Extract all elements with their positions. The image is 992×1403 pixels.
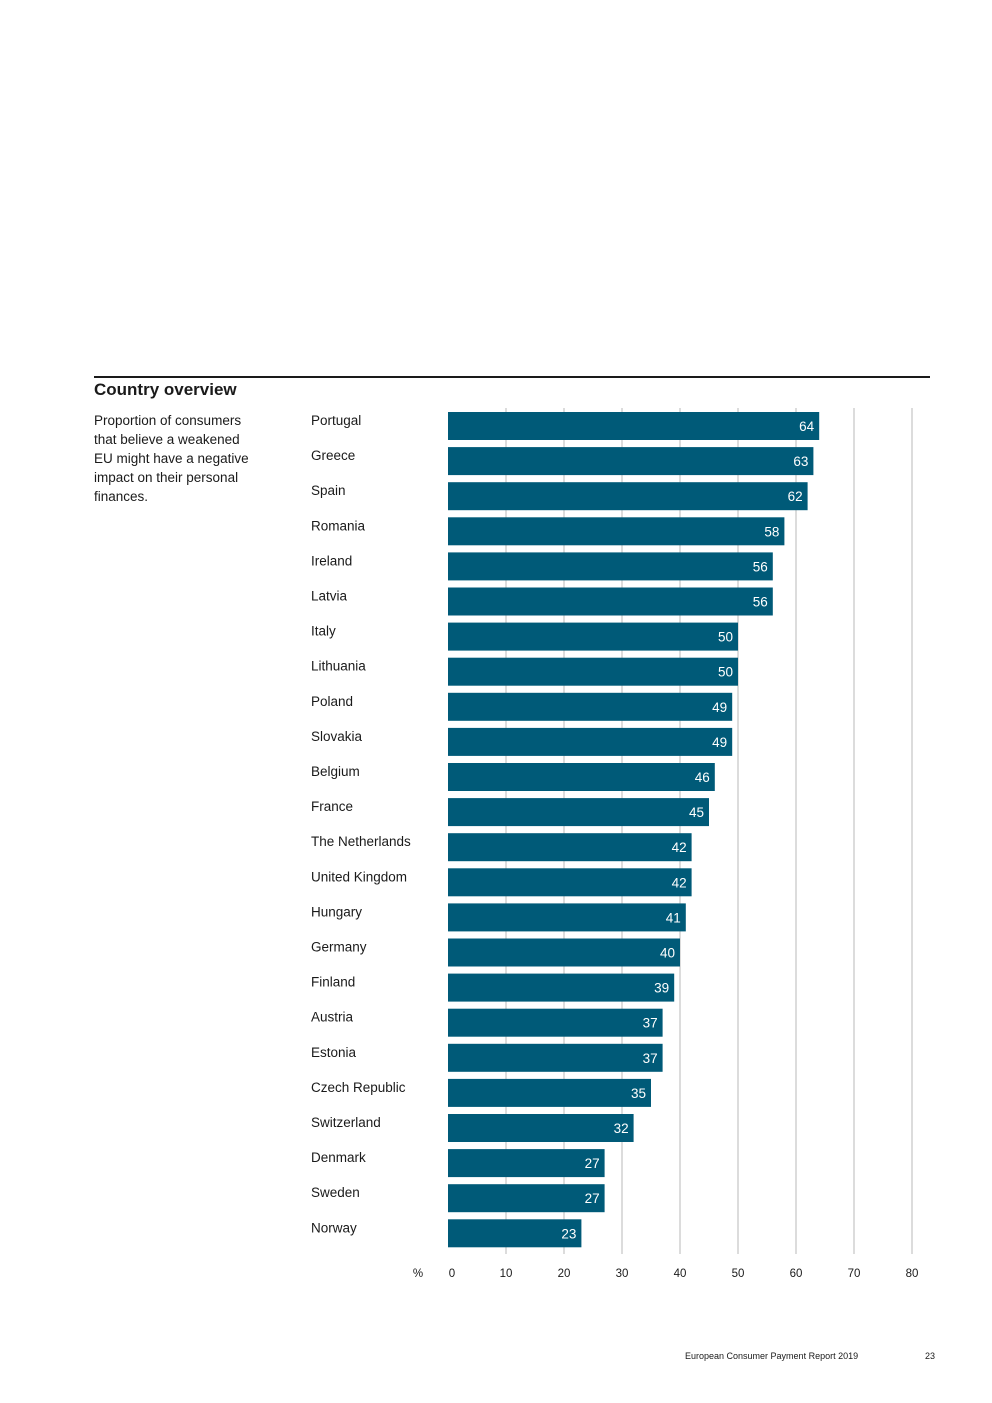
bar-greece bbox=[448, 447, 814, 476]
category-label: Spain bbox=[311, 483, 346, 498]
x-tick-label: 20 bbox=[558, 1268, 571, 1280]
category-label: Slovakia bbox=[311, 729, 363, 744]
bar-sweden bbox=[448, 1184, 605, 1213]
x-tick-label: 60 bbox=[790, 1268, 803, 1280]
bar-value-label: 50 bbox=[718, 665, 733, 680]
category-label: Ireland bbox=[311, 553, 352, 568]
category-label: Greece bbox=[311, 448, 355, 463]
bar-ireland bbox=[448, 552, 773, 581]
category-label: Estonia bbox=[311, 1045, 357, 1060]
category-label: Finland bbox=[311, 975, 355, 990]
category-label: Sweden bbox=[311, 1185, 360, 1200]
bar-estonia bbox=[448, 1043, 663, 1072]
x-tick-label: 40 bbox=[674, 1268, 687, 1280]
bar-value-label: 37 bbox=[643, 1051, 658, 1066]
category-label: Latvia bbox=[311, 589, 348, 604]
bar-value-label: 45 bbox=[689, 805, 704, 820]
page-number: 23 bbox=[925, 1351, 936, 1361]
bar-value-label: 27 bbox=[585, 1156, 600, 1171]
category-label: Poland bbox=[311, 694, 353, 709]
category-label: Portugal bbox=[311, 413, 361, 428]
bar-value-label: 27 bbox=[585, 1191, 600, 1206]
x-tick-label: 50 bbox=[732, 1268, 745, 1280]
x-tick-label: 0 bbox=[449, 1268, 455, 1280]
bar-value-label: 63 bbox=[793, 454, 808, 469]
bar-france bbox=[448, 798, 709, 827]
bar-poland bbox=[448, 692, 733, 721]
bar-value-label: 46 bbox=[695, 770, 710, 785]
chart-description: Proportion of consumers that believe a w… bbox=[94, 413, 249, 504]
bar-the-netherlands bbox=[448, 833, 692, 862]
bar-belgium bbox=[448, 763, 715, 791]
category-label: Hungary bbox=[311, 904, 362, 919]
bar-italy bbox=[448, 622, 738, 651]
bar-norway bbox=[448, 1219, 582, 1248]
x-tick-label: 70 bbox=[848, 1268, 861, 1280]
bar-value-label: 49 bbox=[712, 735, 727, 750]
category-label: Belgium bbox=[311, 764, 360, 779]
x-tick-label: 10 bbox=[500, 1268, 513, 1280]
bar-value-label: 35 bbox=[631, 1086, 646, 1101]
bar-austria bbox=[448, 1008, 663, 1037]
section-top-rule bbox=[94, 376, 930, 378]
bar-czech-republic bbox=[448, 1078, 651, 1107]
section-title: Country overview bbox=[94, 380, 237, 399]
category-label: France bbox=[311, 799, 353, 814]
bar-value-label: 50 bbox=[718, 630, 733, 645]
bar-latvia bbox=[448, 587, 773, 616]
bar-slovakia bbox=[448, 727, 733, 756]
bar-value-label: 49 bbox=[712, 700, 727, 715]
bar-value-label: 40 bbox=[660, 946, 675, 961]
bar-spain bbox=[448, 482, 808, 511]
bar-denmark bbox=[448, 1149, 605, 1178]
bar-finland bbox=[448, 973, 675, 1002]
bar-united-kingdom bbox=[448, 868, 692, 897]
bar-value-label: 56 bbox=[753, 595, 768, 610]
category-label: United Kingdom bbox=[311, 869, 407, 884]
category-label: Denmark bbox=[311, 1150, 366, 1165]
bar-value-label: 37 bbox=[643, 1016, 658, 1031]
bar-hungary bbox=[448, 903, 686, 932]
x-tick-label: 30 bbox=[616, 1268, 629, 1280]
category-label: Italy bbox=[311, 624, 336, 639]
category-label: Norway bbox=[311, 1220, 357, 1235]
bar-value-label: 62 bbox=[788, 489, 803, 504]
bar-value-label: 58 bbox=[764, 524, 779, 539]
footer-report-title: European Consumer Payment Report 2019 bbox=[685, 1351, 859, 1361]
bar-germany bbox=[448, 938, 680, 967]
bar-value-label: 64 bbox=[799, 419, 815, 434]
x-axis-unit-label: % bbox=[413, 1268, 423, 1280]
category-label: Austria bbox=[311, 1010, 354, 1025]
category-label: Lithuania bbox=[311, 659, 366, 674]
bar-value-label: 39 bbox=[654, 981, 669, 996]
bar-switzerland bbox=[448, 1114, 634, 1142]
bar-value-label: 42 bbox=[672, 840, 687, 855]
bar-value-label: 41 bbox=[666, 910, 681, 925]
category-label: Romania bbox=[311, 518, 366, 533]
x-tick-label: 80 bbox=[906, 1268, 919, 1280]
category-label: Czech Republic bbox=[311, 1080, 406, 1095]
bar-portugal bbox=[448, 412, 820, 440]
bar-value-label: 23 bbox=[561, 1226, 576, 1241]
bar-value-label: 42 bbox=[672, 875, 687, 890]
bar-value-label: 56 bbox=[753, 559, 768, 574]
bar-lithuania bbox=[448, 657, 738, 686]
category-label: The Netherlands bbox=[311, 834, 411, 849]
category-label: Germany bbox=[311, 940, 367, 955]
category-label: Switzerland bbox=[311, 1115, 381, 1130]
bar-value-label: 32 bbox=[614, 1121, 629, 1136]
bar-romania bbox=[448, 517, 785, 546]
